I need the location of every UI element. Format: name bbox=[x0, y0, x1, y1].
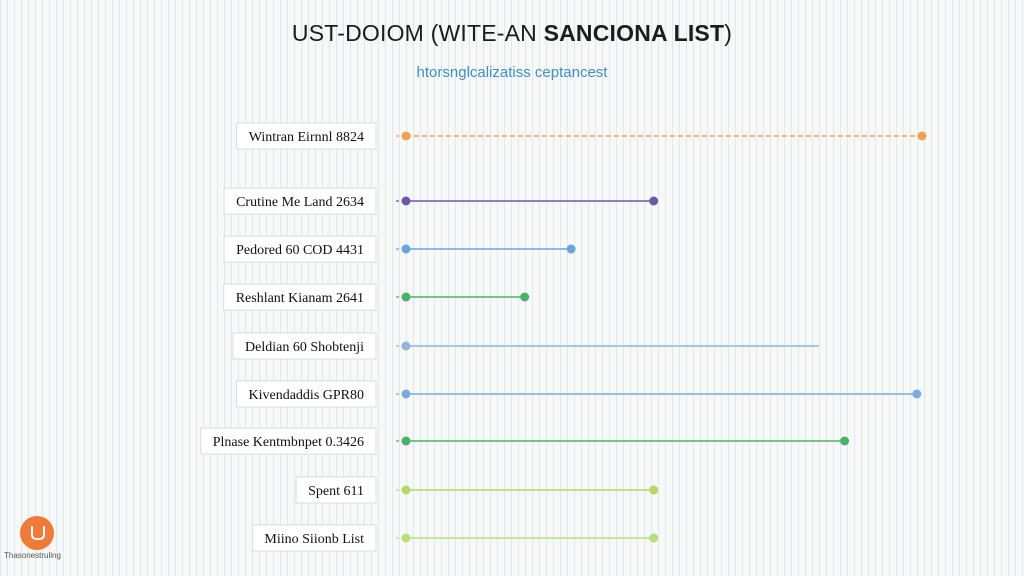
row-label: Wintran Eirnnl 8824 bbox=[249, 130, 364, 145]
row-label: Kivendaddis GPR80 bbox=[249, 388, 365, 403]
row-label-box bbox=[223, 235, 377, 263]
row-label: Plnase Kentmbnpet 0.3426 bbox=[213, 435, 364, 450]
chart-title-part1: UST-DOIOM (WITE-AN bbox=[291, 20, 544, 46]
start-point bbox=[401, 341, 411, 351]
row-label-box bbox=[295, 476, 377, 504]
start-point bbox=[401, 436, 411, 446]
brand-name: Thasonestruling bbox=[4, 551, 61, 560]
row-label: Miino Siionb List bbox=[264, 532, 364, 547]
end-point bbox=[840, 436, 850, 446]
row-label-box bbox=[232, 332, 377, 360]
row-label-box bbox=[236, 380, 377, 408]
end-point bbox=[566, 244, 576, 254]
row-label: Reshlant Kianam 2641 bbox=[236, 291, 364, 306]
end-point bbox=[649, 485, 659, 495]
row-label: Spent 611 bbox=[308, 484, 364, 499]
end-point bbox=[912, 389, 922, 399]
row-label-box bbox=[223, 283, 377, 311]
chart-subtitle: htorsnglcalizatiss ceptancest bbox=[416, 64, 608, 81]
end-point bbox=[917, 131, 927, 141]
chart-title-part2: SANCIONA LIST bbox=[543, 20, 725, 46]
end-point bbox=[649, 533, 659, 543]
start-point bbox=[401, 533, 411, 543]
flask-icon bbox=[20, 516, 54, 550]
start-point bbox=[401, 244, 411, 254]
row-label: Crutine Me Land 2634 bbox=[236, 195, 364, 210]
start-point bbox=[401, 196, 411, 206]
row-label-box bbox=[200, 427, 377, 455]
start-point bbox=[401, 485, 411, 495]
start-point bbox=[401, 131, 411, 141]
row-label-box bbox=[223, 187, 377, 215]
start-point bbox=[401, 292, 411, 302]
chart-title: UST-DOIOM (WITE-AN SANCIONA LIST) bbox=[0, 20, 1024, 47]
row-label-box bbox=[236, 122, 377, 150]
row-label: Pedored 60 COD 4431 bbox=[236, 243, 364, 258]
row-label: Deldian 60 Shobtenji bbox=[245, 340, 364, 355]
end-point bbox=[649, 196, 659, 206]
chart-title-part3: ) bbox=[724, 20, 733, 46]
start-point bbox=[401, 389, 411, 399]
row-label-box bbox=[251, 524, 377, 552]
end-point bbox=[520, 292, 530, 302]
